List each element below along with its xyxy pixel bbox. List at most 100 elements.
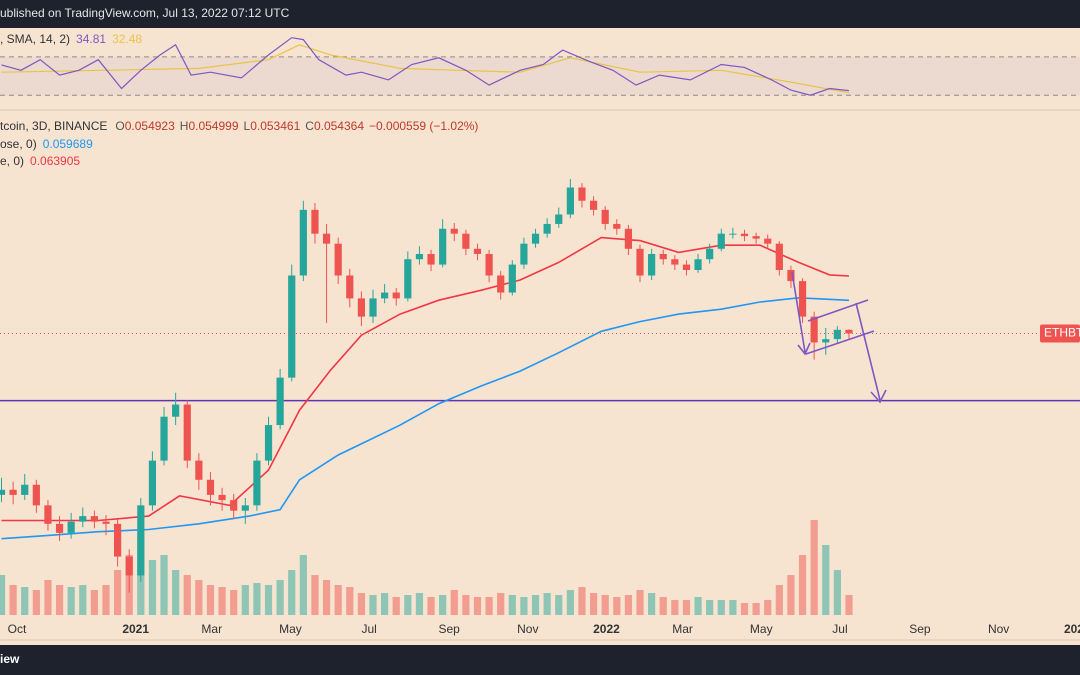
footer-bar <box>0 645 1080 675</box>
volume-bar <box>369 595 377 615</box>
candle-body <box>566 187 574 215</box>
volume-bar <box>230 590 238 615</box>
candle-body <box>79 516 87 522</box>
x-tick-label: 2021 <box>122 622 149 636</box>
candle-body <box>729 233 737 235</box>
candle-body <box>311 209 319 234</box>
ohlc-letter: O <box>115 119 124 133</box>
candle-body <box>404 259 412 299</box>
candle-body <box>508 264 516 293</box>
candle-body <box>531 233 540 244</box>
rsi-value: 34.81 <box>76 32 106 46</box>
rsi-legend: , SMA, 14, 2) 34.81 32.48 <box>0 32 142 46</box>
candle-body <box>241 505 249 511</box>
volume-bar <box>740 603 749 615</box>
volume-bar <box>264 585 273 615</box>
candle-body <box>706 248 714 260</box>
x-tick-label: Mar <box>201 622 222 636</box>
volume-bar <box>195 580 203 615</box>
volume-bar <box>67 587 75 615</box>
volume-bar <box>578 587 586 615</box>
rsi-band <box>0 56 1080 96</box>
candle-body <box>671 259 679 265</box>
candle-body <box>439 228 447 265</box>
candle-body <box>322 233 331 244</box>
ma-value: 0.063905 <box>30 154 80 168</box>
volume-bar <box>845 595 853 615</box>
candle-body <box>462 233 470 249</box>
candle-body <box>775 243 783 270</box>
candle-body <box>520 243 528 265</box>
arrow-head <box>870 389 887 404</box>
volume-bar <box>497 593 505 615</box>
candle-body <box>392 292 400 299</box>
candle-body <box>381 292 389 299</box>
x-tick-label: May <box>279 622 302 636</box>
x-tick-label: Nov <box>517 622 538 636</box>
volume-bar <box>531 595 540 615</box>
volume-bar <box>833 570 841 615</box>
candle-body <box>497 275 505 293</box>
ohlc-letter: C <box>305 119 314 133</box>
volume-bar <box>450 590 458 615</box>
volume-bar <box>102 585 110 615</box>
candle-body <box>9 489 17 495</box>
low-value: 0.053461 <box>250 119 300 133</box>
channel-top <box>807 299 869 322</box>
trend-line <box>791 271 806 353</box>
candle-body <box>55 523 64 533</box>
ohlc-letter: L <box>244 119 251 133</box>
volume-bar <box>671 600 679 615</box>
x-tick-label: Jul <box>832 622 847 636</box>
candle-body <box>845 329 853 334</box>
volume-bar <box>183 575 191 615</box>
x-tick-label: Sep <box>438 622 460 636</box>
volume-bar <box>589 593 598 615</box>
candle-body <box>137 505 145 576</box>
candle-body <box>427 253 435 265</box>
x-tick-label: Nov <box>988 622 1009 636</box>
volume-bar <box>485 597 493 615</box>
volume-bar <box>775 585 783 615</box>
volume-bar <box>148 560 157 615</box>
ma-legend: ose, 0) 0.059689 <box>0 137 93 151</box>
volume-bar <box>172 570 180 615</box>
target-line <box>855 302 881 401</box>
candle-body <box>648 253 656 276</box>
volume-bar <box>787 575 795 615</box>
volume-bar <box>415 593 424 615</box>
candle-body <box>485 253 493 276</box>
candle-body <box>346 275 354 299</box>
candle-body <box>195 460 203 480</box>
candle-body <box>160 416 168 461</box>
rsi-pane <box>0 37 1080 96</box>
candle-body <box>822 339 830 343</box>
volume-bar <box>79 585 87 615</box>
ma-value: 0.059689 <box>43 137 93 151</box>
volume-bar <box>822 545 830 615</box>
ma-name: ose, 0) <box>0 137 37 151</box>
candle-body <box>172 404 180 417</box>
price-legend: tcoin, 3D, BINANCE O0.054923 H0.054999 L0.0… <box>0 119 478 133</box>
candle-body <box>253 460 261 506</box>
candle-body <box>264 425 273 461</box>
candle-body <box>369 298 377 317</box>
candle-body <box>334 243 342 276</box>
candle-body <box>578 187 586 201</box>
candle-body <box>299 209 307 276</box>
volume-bar <box>810 520 818 615</box>
candle-body <box>787 269 795 282</box>
x-tick-label: 2023 <box>1064 622 1080 636</box>
price-label: ETHBT <box>1044 326 1080 340</box>
volume-bar <box>694 597 702 615</box>
volume-bar <box>44 580 52 615</box>
volume-bar <box>404 595 412 615</box>
moving-average <box>1 236 850 522</box>
x-tick-label: 2022 <box>593 622 620 636</box>
volume-bar <box>55 585 64 615</box>
volume-bar <box>636 590 644 615</box>
candle-body <box>589 200 598 210</box>
volume-bar <box>624 595 633 615</box>
candle-body <box>276 377 284 426</box>
candle-body <box>555 214 563 224</box>
